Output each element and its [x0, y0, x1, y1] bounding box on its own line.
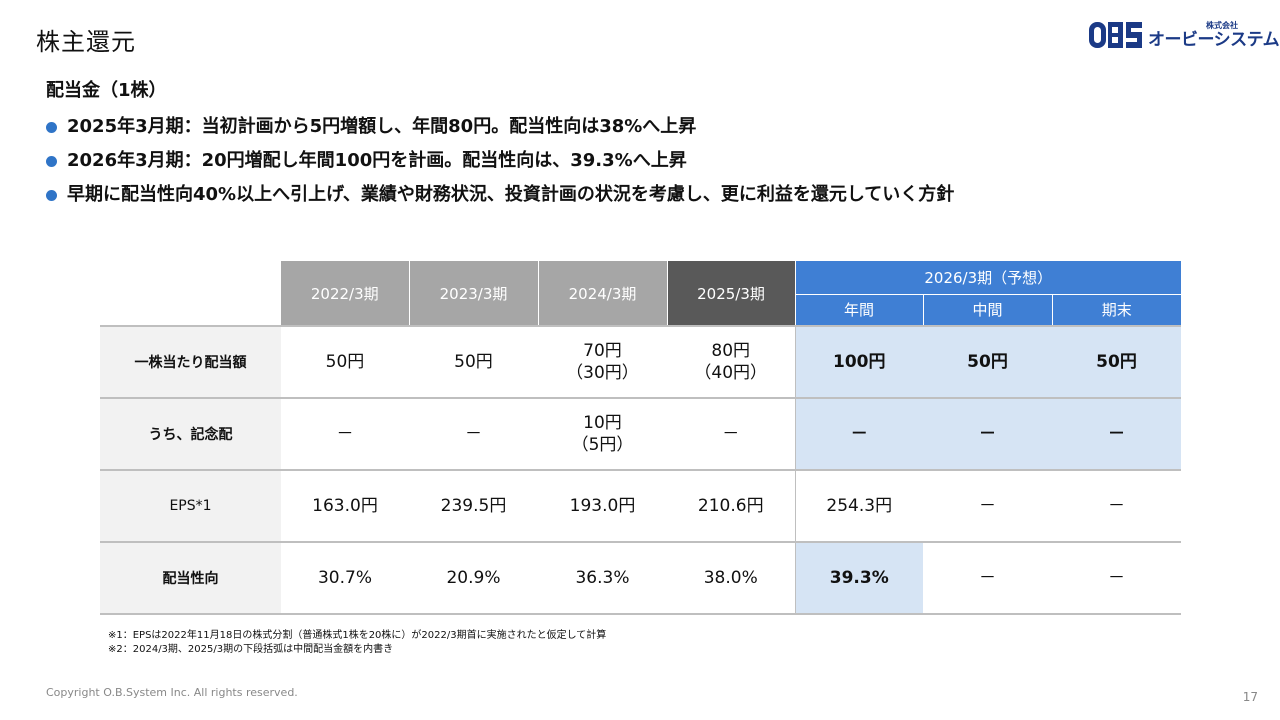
obs-logo-mark — [1088, 20, 1144, 50]
table-cell: 50円 — [409, 325, 538, 399]
cell-sub: （40円） — [694, 363, 768, 383]
table-cell: 163.0円 — [281, 470, 409, 543]
table-row: うち、記念配 － － 10円 （5円） － － － － — [100, 398, 1182, 471]
cell-sub: （5円） — [571, 435, 634, 455]
cell-main: 80円 — [711, 341, 751, 361]
table-cell: 36.3% — [538, 542, 667, 615]
bullet-item: 2025年3月期：当初計画から5円増額し、年間80円。配当性向は38%へ上昇 — [46, 110, 954, 144]
bullet-dot-icon — [46, 155, 57, 167]
table-cell: － — [281, 398, 409, 471]
table-cell: 50円 — [923, 325, 1052, 399]
table-cell: 239.5円 — [409, 470, 538, 543]
header-2026-forecast: 2026/3期（予想） — [795, 261, 1182, 294]
table-cell: － — [667, 398, 796, 471]
copyright: Copyright O.B.System Inc. All rights res… — [46, 686, 298, 699]
row-label: 配当性向 — [100, 542, 281, 615]
table-cell: － — [409, 398, 538, 471]
header-interim: 中間 — [923, 293, 1053, 326]
table-cell: 30.7% — [281, 542, 409, 615]
header-annual: 年間 — [795, 293, 924, 326]
header-yearend: 期末 — [1052, 293, 1182, 326]
bullet-text: 早期に配当性向40%以上へ引上げ、業績や財務状況、投資計画の状況を考慮し、更に利… — [67, 184, 955, 205]
footnote: ※2：2024/3期、2025/3期の下段括弧は中間配当金額を内書き — [108, 644, 394, 655]
company-logo: 株式会社 オービーシステム — [1088, 16, 1280, 50]
table-cell: 10円 （5円） — [538, 398, 667, 471]
table-cell: － — [923, 398, 1052, 471]
cell-sub: （30円） — [566, 363, 639, 383]
table-cell: 50円 — [281, 325, 409, 399]
bullet-text: 2026年3月期：20円増配し年間100円を計画。配当性向は、39.3%へ上昇 — [67, 150, 687, 171]
bullet-item: 2026年3月期：20円増配し年間100円を計画。配当性向は、39.3%へ上昇 — [46, 144, 954, 178]
bullet-dot-icon — [46, 189, 57, 201]
header-2023: 2023/3期 — [409, 261, 539, 326]
table-cell: 193.0円 — [538, 470, 667, 543]
footnote: ※1：EPSは2022年11月18日の株式分割（普通株式1株を20株に）が202… — [108, 630, 607, 641]
header-2022: 2022/3期 — [281, 261, 410, 326]
table-cell: 254.3円 — [795, 470, 923, 543]
cell-main: 70円 — [583, 341, 622, 361]
table-cell: － — [1052, 398, 1182, 471]
dividend-table: 2022/3期 2023/3期 2024/3期 2025/3期 2026/3期（… — [100, 261, 1182, 615]
table-cell: － — [1052, 542, 1182, 615]
logo-company-name: オービーシステム — [1148, 30, 1280, 50]
table-cell: － — [923, 470, 1052, 543]
table-cell: 38.0% — [667, 542, 796, 615]
header-2024: 2024/3期 — [538, 261, 668, 326]
table-cell: 80円 （40円） — [667, 325, 796, 399]
section-heading: 配当金（1株） — [46, 80, 167, 101]
table-cell: － — [923, 542, 1052, 615]
logo-sub-text: 株式会社 — [1206, 21, 1238, 30]
footnotes: ※1：EPSは2022年11月18日の株式分割（普通株式1株を20株に）が202… — [108, 629, 606, 657]
page-number: 17 — [1242, 690, 1258, 704]
table-cell: 20.9% — [409, 542, 538, 615]
header-blank — [100, 261, 281, 326]
bullet-dot-icon — [46, 121, 57, 133]
bullet-list: 2025年3月期：当初計画から5円増額し、年間80円。配当性向は38%へ上昇 2… — [46, 110, 954, 212]
table-row: 配当性向 30.7% 20.9% 36.3% 38.0% 39.3% － － — [100, 542, 1182, 615]
row-label: EPS*1 — [100, 470, 281, 543]
page-title: 株主還元 — [36, 28, 136, 56]
table-cell: 100円 — [795, 325, 923, 399]
table-cell: 50円 — [1052, 325, 1182, 399]
table-row: EPS*1 163.0円 239.5円 193.0円 210.6円 254.3円… — [100, 470, 1182, 543]
table-cell: 39.3% — [795, 542, 923, 615]
cell-main: 10円 — [583, 413, 622, 433]
bullet-item: 早期に配当性向40%以上へ引上げ、業績や財務状況、投資計画の状況を考慮し、更に利… — [46, 178, 954, 212]
row-label: 一株当たり配当額 — [100, 325, 281, 399]
table-cell: － — [1052, 470, 1182, 543]
bullet-text: 2025年3月期：当初計画から5円増額し、年間80円。配当性向は38%へ上昇 — [67, 116, 697, 137]
table-cell: 70円 （30円） — [538, 325, 667, 399]
header-2025: 2025/3期 — [667, 261, 796, 326]
table-cell: － — [795, 398, 923, 471]
table-row: 一株当たり配当額 50円 50円 70円 （30円） 80円 （40円） 100円 … — [100, 325, 1182, 399]
table-cell: 210.6円 — [667, 470, 796, 543]
row-label: うち、記念配 — [100, 398, 281, 471]
